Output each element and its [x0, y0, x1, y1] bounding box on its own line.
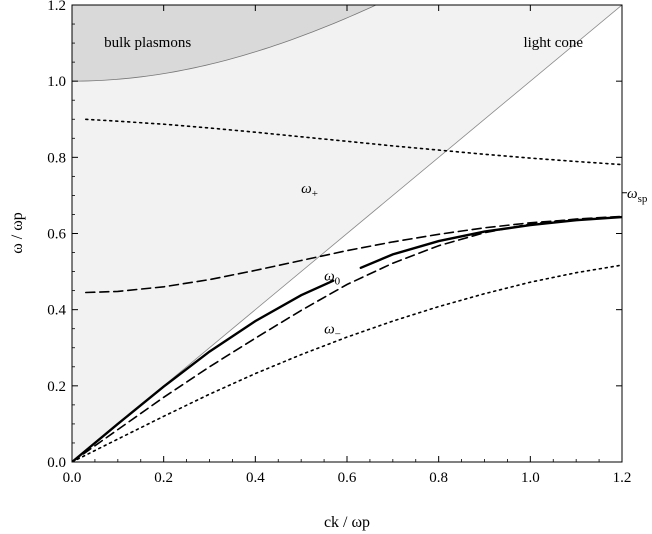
series-line-6 [72, 264, 622, 462]
x-tick-label: 0.2 [154, 470, 173, 486]
y-tick-label: 0.6 [47, 227, 66, 243]
x-tick-label: 1.0 [521, 470, 540, 486]
x-axis-label: ck / ωp [324, 514, 370, 531]
series-line-4 [85, 215, 622, 294]
bulk-plasmons-label: bulk plasmons [104, 35, 191, 51]
bulk-plasmon-region [72, 5, 377, 82]
bulk-plasmon-boundary [72, 5, 377, 82]
x-tick-label: 0.4 [246, 470, 265, 486]
x-tick-label: 1.2 [613, 470, 632, 486]
series-line-5 [72, 215, 622, 462]
x-tick-label: 0.6 [338, 470, 357, 486]
annotation-omega-sp: ωsp [627, 186, 648, 205]
annotation-omega-zero: ω0 [324, 268, 341, 287]
light-cone-label: light cone [523, 35, 583, 51]
y-tick-label: 1.2 [47, 0, 66, 14]
y-tick-label: 0.4 [47, 303, 66, 319]
y-tick-label: 1.0 [47, 74, 66, 90]
y-tick-label: 0.8 [47, 150, 66, 166]
y-axis-label: ω / ωp [9, 212, 26, 254]
annotation-omega-plus: ω+ [301, 181, 318, 200]
axis-ticks: 0.0 0.2 0.4 0.6 0.8 1.0 1.2 0.0 0.2 0.4 0.6 0.8 1.0 1… [47, 0, 631, 486]
series-line-2 [72, 279, 335, 462]
y-tick-label: 0.0 [47, 455, 66, 471]
x-tick-label: 0.0 [63, 470, 82, 486]
shaded-regions: bulk plasmons light cone [72, 5, 622, 462]
dispersion-curves [72, 118, 622, 462]
annotation-omega-minus: ω− [324, 322, 341, 341]
series-line-1 [85, 118, 622, 166]
x-tick-label: 0.8 [429, 470, 448, 486]
y-tick-label: 0.2 [47, 379, 66, 395]
curve-annotations: ω+ ω0 ω− ωsp [301, 181, 648, 341]
